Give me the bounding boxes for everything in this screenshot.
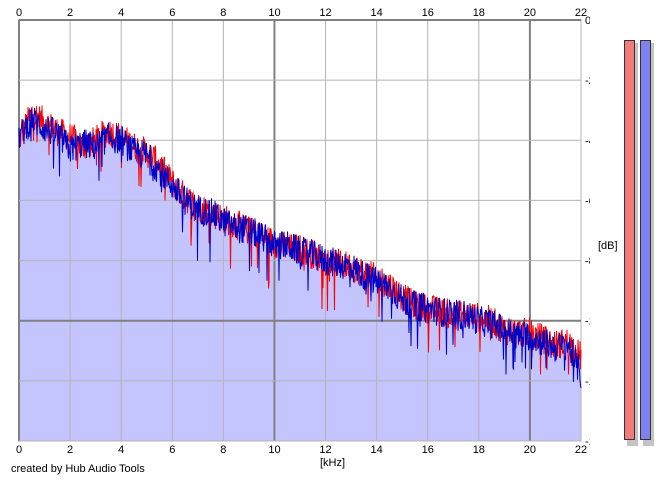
spectrum-fill-area	[19, 105, 581, 441]
x-tick-label-top: 10	[268, 7, 280, 19]
x-tick-label-top: 0	[16, 7, 22, 19]
x-tick-label-bottom: 10	[268, 444, 280, 455]
x-tick-label-bottom: 2	[67, 444, 73, 455]
series-line-red	[18, 105, 582, 375]
x-tick-label-top: 6	[169, 7, 175, 19]
y-tick-label: -120	[585, 376, 590, 388]
x-tick-label-bottom: 18	[473, 444, 485, 455]
series-layer	[18, 105, 582, 388]
x-tick-label-top: 18	[473, 7, 485, 19]
y-tick-label: -100	[585, 316, 590, 328]
tick-labels: 002244668810101212141416161818202022220-…	[16, 7, 590, 455]
x-tick-label-bottom: 20	[524, 444, 536, 455]
x-tick-label-bottom: 6	[169, 444, 175, 455]
x-tick-label-top: 22	[575, 7, 587, 19]
x-tick-label-bottom: 14	[371, 444, 383, 455]
x-tick-label-bottom: 16	[422, 444, 434, 455]
x-tick-label-top: 2	[67, 7, 73, 19]
left-channel-level-meter	[624, 40, 635, 440]
series-line-blue	[18, 107, 582, 388]
x-tick-label-top: 14	[371, 7, 383, 19]
x-tick-label-top: 16	[422, 7, 434, 19]
y-tick-label: -80	[585, 256, 590, 268]
x-tick-label-bottom: 22	[575, 444, 587, 455]
y-tick-label: 0	[585, 15, 590, 27]
y-axis-unit-label: [dB]	[598, 240, 618, 252]
y-tick-label: -140	[585, 436, 590, 448]
y-tick-label: -40	[585, 135, 590, 147]
x-tick-label-bottom: 4	[118, 444, 124, 455]
right-channel-level-meter	[640, 40, 651, 440]
x-tick-label-bottom: 8	[220, 444, 226, 455]
y-tick-label: -20	[585, 75, 590, 87]
x-tick-label-bottom: 0	[16, 444, 22, 455]
x-tick-label-top: 8	[220, 7, 226, 19]
y-tick-label: -60	[585, 195, 590, 207]
x-tick-label-top: 4	[118, 7, 124, 19]
spectrum-chart: 002244668810101212141416161818202022220-…	[16, 7, 590, 455]
x-tick-label-top: 20	[524, 7, 536, 19]
x-tick-label-bottom: 12	[319, 444, 331, 455]
x-tick-label-top: 12	[319, 7, 331, 19]
x-axis-unit-label: [kHz]	[320, 457, 346, 469]
grid-lines	[18, 19, 582, 442]
credit-text: created by Hub Audio Tools	[11, 463, 145, 475]
